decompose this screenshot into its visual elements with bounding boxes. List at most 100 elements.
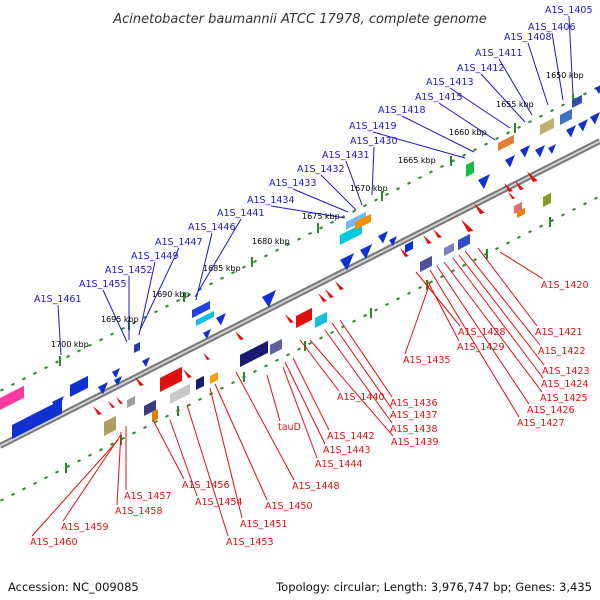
label-leader xyxy=(309,339,394,437)
gene-label: A1S_1431 xyxy=(322,150,370,161)
tick-dot xyxy=(187,293,191,297)
label-leader xyxy=(139,247,180,331)
gene-label: A1S_1451 xyxy=(240,519,288,530)
reverse-gene-block xyxy=(127,395,135,408)
genome-backbone-highlight xyxy=(0,140,600,447)
tick-dot xyxy=(308,231,312,236)
forward-gene-arrow xyxy=(578,119,588,132)
forward-gene-block xyxy=(0,385,24,410)
tick-dot xyxy=(110,332,114,336)
reverse-gene-block xyxy=(196,375,204,390)
tick-dot xyxy=(451,269,455,273)
tick-dot xyxy=(264,364,268,368)
tick-dot xyxy=(583,202,587,206)
label-leader xyxy=(477,247,538,327)
forward-gene-block xyxy=(346,211,366,230)
forward-gene-arrow xyxy=(548,144,556,154)
forward-gene-block xyxy=(12,399,62,439)
reverse-gene-block xyxy=(152,408,158,422)
label-leader xyxy=(195,232,213,301)
tick-dot xyxy=(286,353,290,357)
gene-label: A1S_1434 xyxy=(247,195,295,206)
tick-dot xyxy=(561,213,565,217)
reverse-gene-block xyxy=(270,338,282,355)
gene-label: A1S_1406 xyxy=(528,22,576,33)
tick-dot xyxy=(154,420,158,424)
tick-dot xyxy=(319,336,323,340)
label-leader xyxy=(62,435,121,522)
gene-label: A1S_1433 xyxy=(269,178,317,189)
kbp-label: 1655 kbp xyxy=(496,100,534,109)
gene-label: A1S_1457 xyxy=(124,491,172,502)
gene-label: A1S_1447 xyxy=(155,237,203,248)
tick-dot xyxy=(165,414,169,418)
tick-dot xyxy=(385,192,389,197)
label-leader xyxy=(498,58,533,116)
forward-gene-arrow xyxy=(52,396,64,411)
label-leader xyxy=(551,32,564,101)
forward-gene-block xyxy=(355,213,371,231)
gene-label: A1S_1420 xyxy=(541,280,589,291)
tick-dot xyxy=(429,170,433,174)
tick-dot xyxy=(418,175,422,180)
kbp-label: 1690 kbp xyxy=(152,290,190,299)
tick-dot xyxy=(374,198,378,202)
label-leader xyxy=(102,289,128,343)
forward-gene-arrow xyxy=(520,145,530,158)
gene-label: A1S_1455 xyxy=(79,279,127,290)
reverse-gene-arrow xyxy=(461,219,474,232)
label-leader xyxy=(438,102,496,141)
label-leader xyxy=(214,383,268,501)
forward-gene-arrow xyxy=(114,376,122,386)
tick-dot xyxy=(220,276,224,280)
tick-dot xyxy=(33,481,37,485)
kbp-label: 1695 kbp xyxy=(101,315,139,324)
tick-dot xyxy=(528,230,532,234)
label-leader xyxy=(480,73,526,123)
label-leader xyxy=(331,322,393,410)
gene-label: A1S_1427 xyxy=(517,418,565,429)
forward-gene-block xyxy=(498,134,514,151)
gene-label: A1S_1419 xyxy=(349,121,397,132)
forward-gene-arrow xyxy=(378,231,388,244)
tick-dot xyxy=(330,220,334,224)
label-leader xyxy=(568,15,574,96)
tick-dot xyxy=(396,187,400,191)
gene-label: A1S_1415 xyxy=(415,92,463,103)
gene-label: A1S_1437 xyxy=(390,410,438,421)
label-leader xyxy=(209,387,243,519)
reverse-gene-arrow xyxy=(335,281,344,290)
tick-dot xyxy=(396,297,400,301)
tick-dot xyxy=(253,259,257,264)
tick-dot xyxy=(363,203,367,208)
reverse-gene-arrow xyxy=(93,406,102,415)
gene-label: tauD xyxy=(278,422,301,433)
tick-dot xyxy=(264,254,268,258)
tick-dot xyxy=(506,131,510,135)
reverse-gene-block xyxy=(160,366,182,392)
label-leader xyxy=(415,271,461,327)
reverse-gene-block xyxy=(514,201,522,214)
gene-label: A1S_1456 xyxy=(182,480,230,491)
genome-title: Acinetobacter baumannii ATCC 17978, comp… xyxy=(112,12,487,27)
reverse-gene-arrow xyxy=(474,203,485,214)
kbp-label: 1650 kbp xyxy=(546,71,584,80)
reverse-gene-arrow xyxy=(400,248,409,257)
gene-label: A1S_1450 xyxy=(265,501,313,512)
forward-gene-arrow xyxy=(142,357,150,367)
gene-label: A1S_1418 xyxy=(378,105,426,116)
tick-dot xyxy=(275,358,279,362)
kbp-label: 1685 kbp xyxy=(203,264,241,273)
tick-dot xyxy=(429,280,433,284)
tick-dot xyxy=(33,371,37,375)
label-leader xyxy=(282,366,318,459)
tick-dot xyxy=(143,425,147,429)
forward-gene-block xyxy=(466,160,474,177)
reverse-gene-arrow xyxy=(318,293,327,302)
label-leader xyxy=(194,218,242,298)
gene-label: A1S_1430 xyxy=(350,136,398,147)
gene-label: A1S_1436 xyxy=(390,398,438,409)
reverse-gene-block xyxy=(104,415,116,436)
forward-gene-arrow xyxy=(389,236,397,246)
